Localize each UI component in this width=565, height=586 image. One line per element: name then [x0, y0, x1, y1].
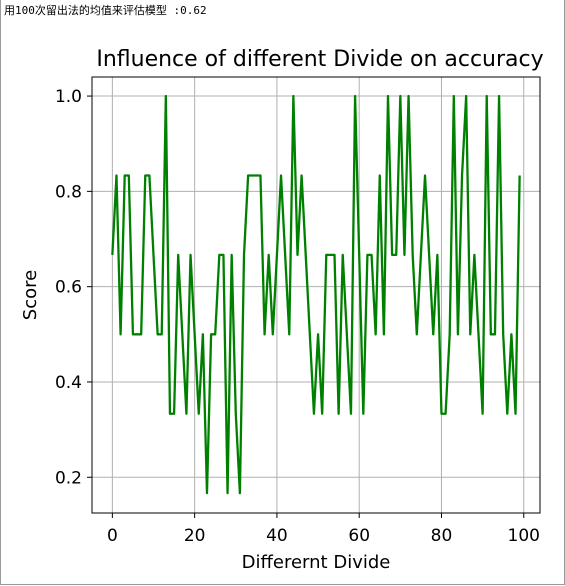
series-line	[111, 94, 521, 495]
chart-title: Influence of different Divide on accurac…	[96, 47, 543, 72]
x-tick-label: 0	[107, 526, 118, 546]
y-tick-label: 0.2	[55, 468, 82, 488]
x-tick-label: 80	[431, 526, 453, 546]
y-tick-label: 1.0	[55, 87, 82, 107]
x-tick-label: 60	[348, 526, 370, 546]
console-output: 用100次留出法的均值来评估模型 :0.62	[4, 4, 207, 17]
x-axis-title: Differernt Divide	[242, 552, 391, 573]
y-tick-label: 0.4	[55, 373, 82, 393]
x-tick-label: 40	[266, 526, 288, 546]
y-tick-label: 0.8	[55, 182, 82, 202]
plot-frame	[91, 76, 541, 514]
y-axis-title: Score	[20, 270, 41, 320]
x-tick-label: 20	[184, 526, 206, 546]
x-tick-label: 100	[508, 526, 540, 546]
y-tick-label: 0.6	[55, 278, 82, 298]
ticks: 0 20 40 60 80 100 0.2 0.4 0.6 0.8 1.0	[55, 87, 540, 546]
series-layer	[111, 94, 521, 495]
